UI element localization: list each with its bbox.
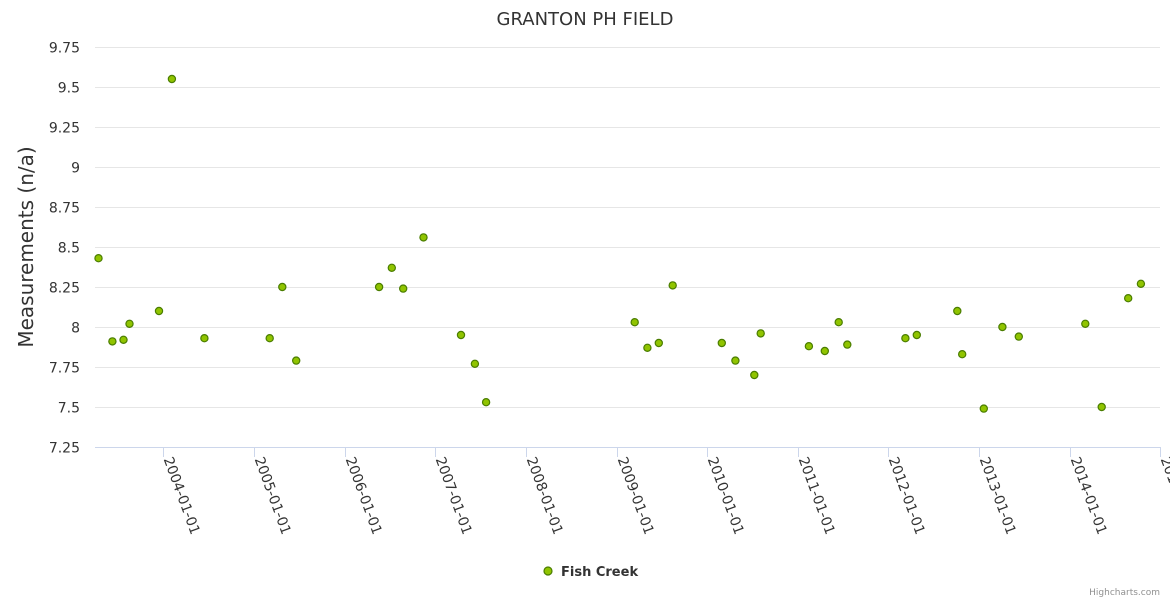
data-point[interactable] <box>843 340 852 349</box>
y-tick-label: 8 <box>71 321 80 337</box>
data-point[interactable] <box>265 334 274 343</box>
data-point[interactable] <box>901 334 910 343</box>
data-point[interactable] <box>1081 319 1090 328</box>
data-point[interactable] <box>834 318 843 327</box>
legend-label[interactable]: Fish Creek <box>561 565 638 580</box>
data-point[interactable] <box>200 334 209 343</box>
data-point[interactable] <box>1136 279 1146 288</box>
data-point[interactable] <box>820 346 830 356</box>
data-point[interactable] <box>481 398 491 407</box>
data-point[interactable] <box>1014 332 1024 341</box>
y-tick-label: 9.25 <box>49 121 80 137</box>
data-point[interactable] <box>668 281 677 290</box>
data-point[interactable] <box>419 233 428 242</box>
y-gridlines <box>95 47 1160 408</box>
data-point[interactable] <box>374 282 384 292</box>
y-axis-title: Measurements (n/a) <box>14 146 38 347</box>
data-point[interactable] <box>953 306 962 316</box>
data-point[interactable] <box>979 404 989 413</box>
data-point[interactable] <box>125 319 134 328</box>
data-point[interactable] <box>119 335 128 344</box>
y-tick-label: 7.5 <box>58 401 80 417</box>
data-point[interactable] <box>94 254 103 263</box>
data-point[interactable] <box>154 306 164 316</box>
data-point[interactable] <box>912 330 922 340</box>
data-point[interactable] <box>804 342 814 351</box>
data-point[interactable] <box>292 356 301 365</box>
data-point[interactable] <box>717 338 727 348</box>
data-point[interactable] <box>108 337 117 346</box>
data-point[interactable] <box>1097 402 1106 412</box>
y-tick-label: 8.25 <box>49 281 80 297</box>
y-tick-label: 9.5 <box>58 81 80 97</box>
data-point[interactable] <box>756 329 765 338</box>
chart-title: GRANTON PH FIELD <box>497 9 674 30</box>
data-point[interactable] <box>643 343 652 352</box>
y-tick-label: 7.25 <box>49 441 80 457</box>
data-point[interactable] <box>470 359 480 368</box>
legend-marker <box>543 566 553 576</box>
data-point[interactable] <box>399 284 408 293</box>
data-point[interactable] <box>731 356 740 365</box>
y-tick-label: 8.75 <box>49 201 80 217</box>
y-tick-labels: 7.25 7.5 7.75 8 8.25 8.5 8.75 9 9.25 9.5 9.75 <box>49 41 80 457</box>
data-point[interactable] <box>278 282 287 292</box>
credits-link[interactable]: Highcharts.com <box>1089 588 1160 598</box>
data-point[interactable] <box>1123 294 1133 303</box>
data-point[interactable] <box>167 74 177 84</box>
data-point[interactable] <box>958 350 967 359</box>
x-ticks <box>163 447 1161 457</box>
legend[interactable]: Fish Creek <box>543 565 638 580</box>
y-tick-label: 8.5 <box>58 241 80 257</box>
data-point[interactable] <box>998 322 1007 332</box>
data-point[interactable] <box>630 318 639 327</box>
series-fish-creek <box>94 74 1146 413</box>
y-tick-label: 7.75 <box>49 361 80 377</box>
data-point[interactable] <box>387 263 396 272</box>
y-tick-label: 9.75 <box>49 41 80 57</box>
data-point[interactable] <box>750 370 759 380</box>
data-point[interactable] <box>654 338 664 348</box>
data-point[interactable] <box>456 330 466 340</box>
y-tick-label: 9 <box>71 161 80 177</box>
